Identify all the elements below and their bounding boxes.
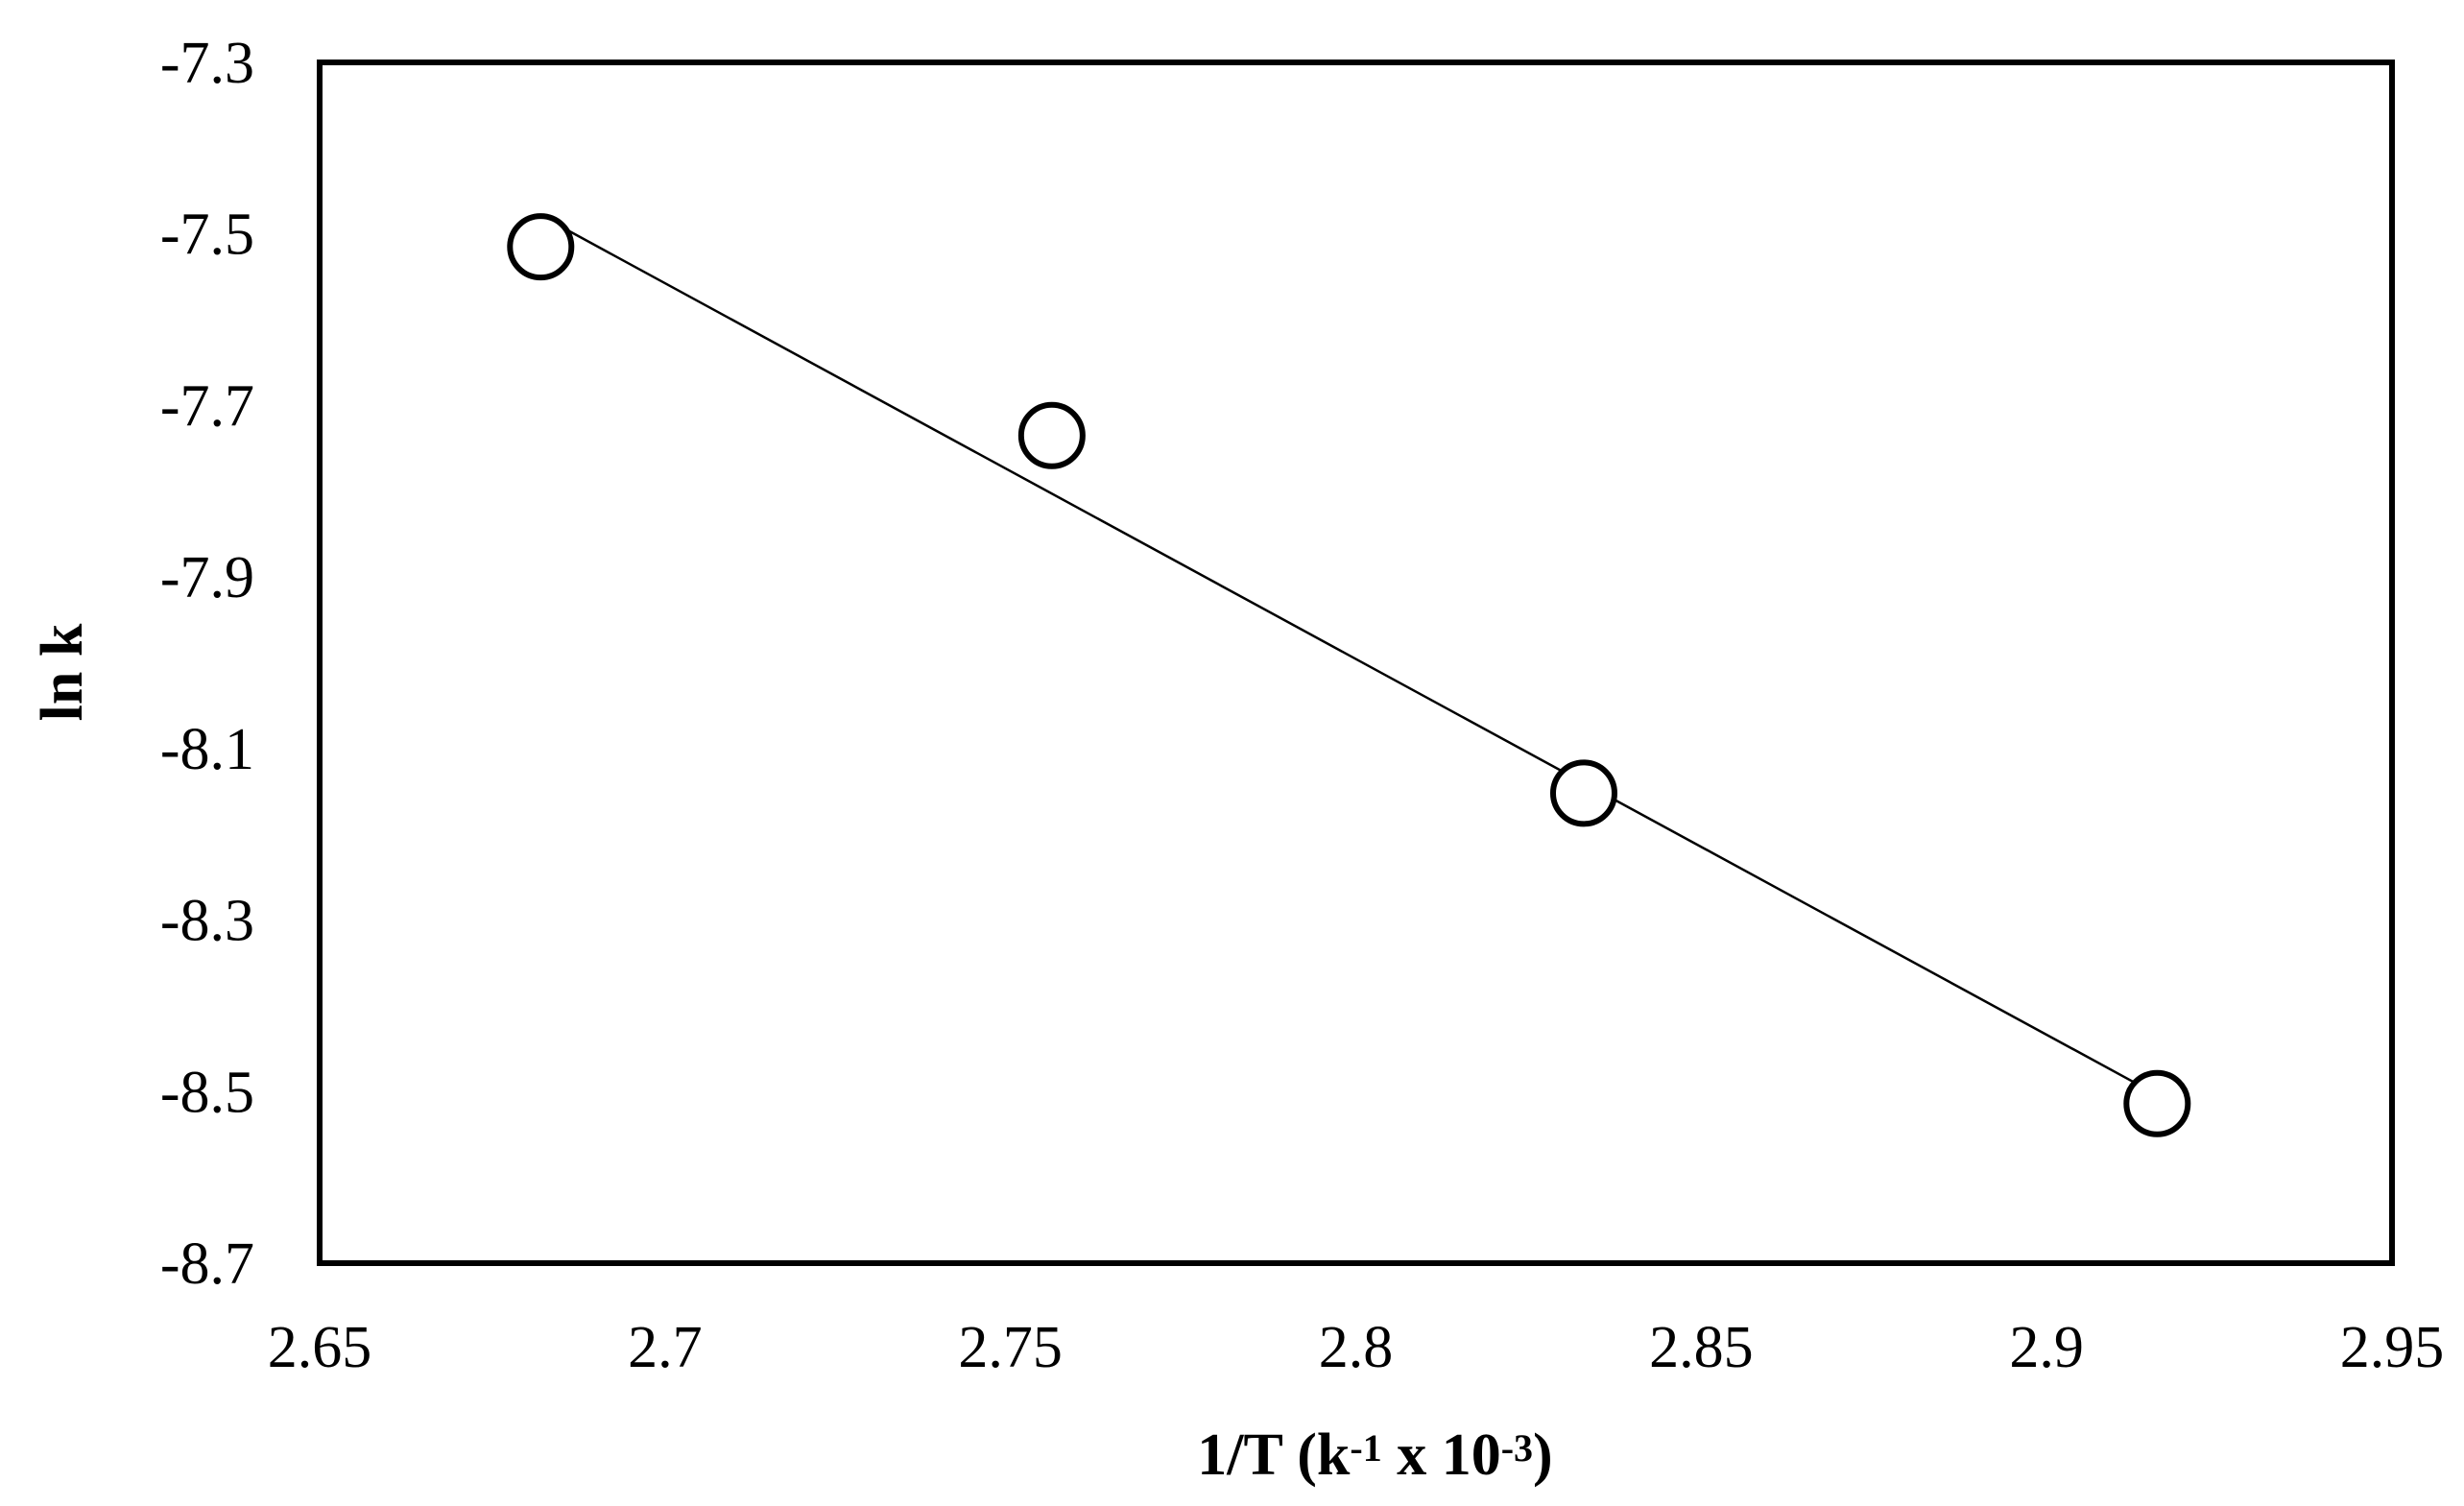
x-tick-label: 2.95 [2340,1315,2445,1380]
data-point [507,213,575,281]
x-axis-title-superscript: -1 [1350,1426,1381,1470]
marker-layer [507,213,2191,1137]
y-tick-labels: -7.3 -7.5 -7.7 -7.9 -8.1 -8.3 -8.5 -8.7 [160,31,254,1297]
x-tick-label: 2.7 [628,1315,703,1380]
data-point [1017,401,1086,469]
y-tick-label: -8.7 [160,1231,254,1297]
x-axis-title-superscript: -3 [1501,1426,1533,1470]
x-tick-label: 2.8 [1319,1315,1394,1380]
trendline [546,218,2144,1088]
trendline-layer [546,218,2144,1088]
data-point [1549,759,1617,827]
plot-area [317,60,2395,1266]
data-point [2123,1069,2191,1137]
y-tick-label: -7.3 [160,31,254,96]
x-tick-label: 2.85 [1649,1315,1754,1380]
x-axis-title-part: 1/T (k [1197,1422,1351,1488]
x-tick-label: 2.65 [268,1315,372,1380]
y-tick-label: -7.5 [160,203,254,268]
x-axis-title-part: ) [1533,1422,1553,1488]
x-axis-title: 1/T (k-1 x 10-3) [1197,1422,1552,1488]
y-axis-title: ln k [30,623,95,721]
y-tick-label: -7.9 [160,545,254,610]
y-tick-label: -8.3 [160,889,254,954]
x-axis-title-part: x 10 [1382,1422,1501,1488]
x-tick-label: 2.75 [958,1315,1063,1380]
y-tick-label: -7.7 [160,373,254,439]
y-tick-label: -8.1 [160,717,254,782]
y-tick-label: -8.5 [160,1060,254,1125]
x-tick-label: 2.9 [2009,1315,2084,1380]
x-tick-labels: 2.65 2.7 2.75 2.8 2.85 2.9 2.95 [268,1315,2445,1380]
